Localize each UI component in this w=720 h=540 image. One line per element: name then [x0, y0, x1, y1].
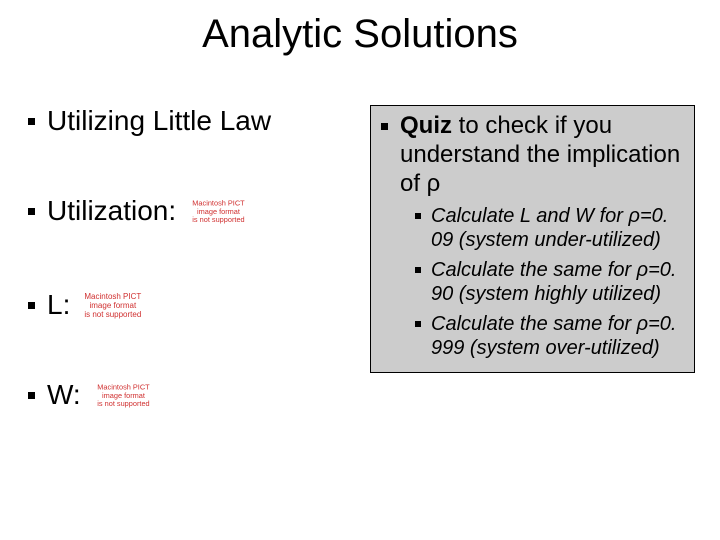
quiz-sub-text: Calculate L and W for ρ=0. 09 (system un… — [431, 204, 684, 252]
bullet-icon — [415, 321, 421, 327]
placeholder-line: image format — [89, 301, 136, 310]
quiz-sub-text: Calculate the same for ρ=0. 90 (system h… — [431, 258, 684, 306]
bullet-icon — [415, 267, 421, 273]
bullet-icon — [381, 123, 388, 130]
bullet-icon — [28, 392, 35, 399]
pict-placeholder-icon: Macintosh PICT image format is not suppo… — [80, 290, 145, 321]
text-utilization: Utilization: — [47, 195, 176, 227]
placeholder-line: is not supported — [97, 399, 149, 407]
quiz-sub-text: Calculate the same for ρ=0. 999 (system … — [431, 312, 684, 360]
bullet-utilizing-little-law: Utilizing Little Law — [28, 105, 353, 137]
text-little-law: Utilizing Little Law — [47, 105, 271, 137]
quiz-subbullet-3: Calculate the same for ρ=0. 999 (system … — [415, 312, 684, 360]
placeholder-line: is not supported — [84, 310, 141, 319]
left-column: Utilizing Little Law Utilization: Macint… — [28, 105, 353, 411]
bullet-utilization: Utilization: Macintosh PICT image format… — [28, 195, 353, 227]
placeholder-line: Macintosh PICT — [84, 292, 141, 301]
bullet-icon — [28, 208, 35, 215]
bullet-w: W: Macintosh PICT image format is not su… — [28, 379, 353, 411]
bullet-icon — [415, 213, 421, 219]
placeholder-line: is not supported — [192, 215, 244, 223]
placeholder-line: image format — [102, 391, 145, 399]
pict-placeholder-icon: Macintosh PICT image format is not suppo… — [93, 381, 153, 410]
quiz-panel: Quiz to check if you understand the impl… — [370, 105, 695, 373]
quiz-bold: Quiz — [400, 112, 452, 139]
placeholder-line: image format — [197, 207, 240, 215]
bullet-l: L: Macintosh PICT image format is not su… — [28, 289, 353, 321]
quiz-heading: Quiz to check if you understand the impl… — [400, 112, 684, 198]
pict-placeholder-icon: Macintosh PICT image format is not suppo… — [189, 197, 249, 226]
slide-title: Analytic Solutions — [0, 12, 720, 57]
text-l: L: — [47, 289, 70, 321]
bullet-icon — [28, 118, 35, 125]
placeholder-line: Macintosh PICT — [97, 383, 149, 391]
quiz-subbullet-2: Calculate the same for ρ=0. 90 (system h… — [415, 258, 684, 306]
slide: Analytic Solutions Utilizing Little Law … — [0, 0, 720, 540]
quiz-heading-row: Quiz to check if you understand the impl… — [381, 112, 684, 198]
quiz-subbullet-1: Calculate L and W for ρ=0. 09 (system un… — [415, 204, 684, 252]
placeholder-line: Macintosh PICT — [192, 199, 244, 207]
text-w: W: — [47, 379, 81, 411]
bullet-icon — [28, 302, 35, 309]
